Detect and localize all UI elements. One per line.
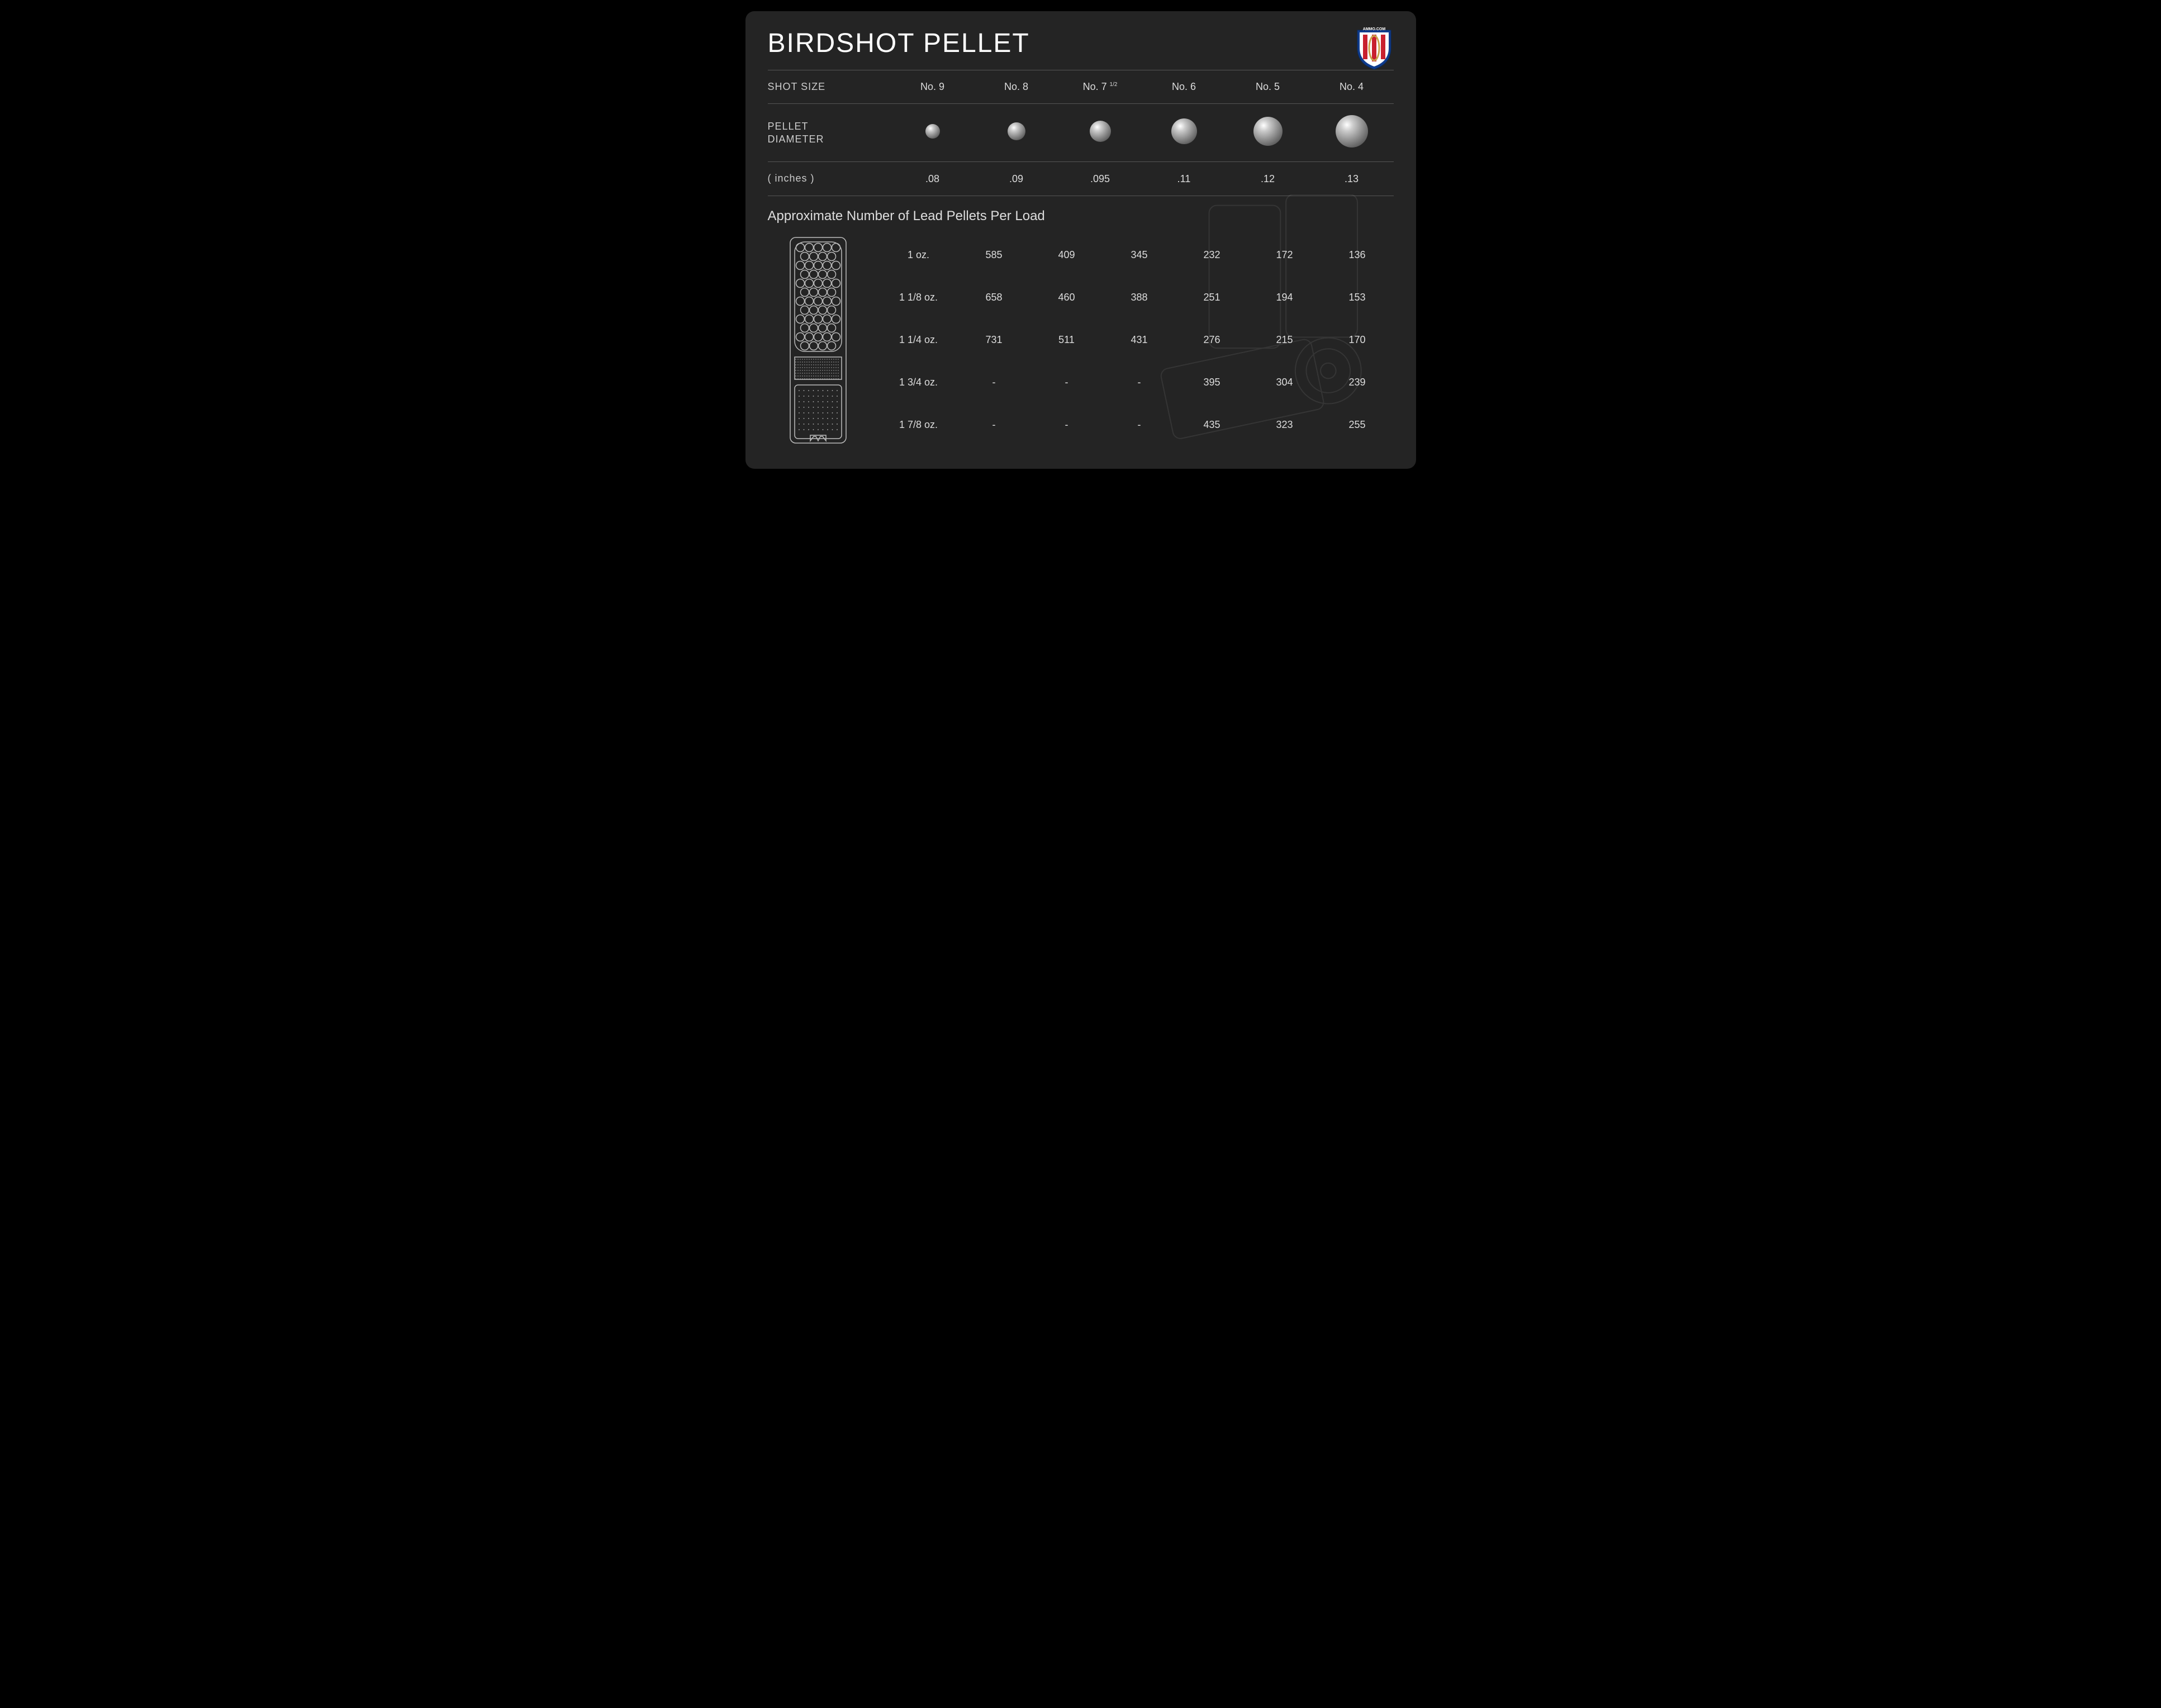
infographic-card: AMMO.COM BIRDSHOT PELLET SHOT SIZE No. 9…	[745, 11, 1416, 469]
load-cells: 658460388251194153	[958, 292, 1394, 303]
pellet-count-cell: 435	[1176, 419, 1248, 431]
shot-size-cells: No. 9No. 8No. 7 1/2No. 6No. 5No. 4	[891, 81, 1394, 93]
diameter-inches-cell: .12	[1226, 173, 1310, 185]
load-label: 1 oz.	[880, 249, 958, 261]
load-label: 1 1/4 oz.	[880, 334, 958, 346]
pellet-count-cell: 255	[1321, 419, 1394, 431]
shell-cutaway-diagram	[768, 234, 880, 446]
pellet-count-cell: 409	[1030, 249, 1103, 261]
pellet-count-cell: -	[958, 377, 1030, 388]
load-label: 1 1/8 oz.	[880, 292, 958, 303]
diameter-inches-cell: .08	[891, 173, 975, 185]
pellet-sphere	[1336, 115, 1368, 148]
pellet-count-cell: 194	[1248, 292, 1321, 303]
pellet-count-cell: -	[1103, 377, 1176, 388]
shot-size-cell: No. 4	[1310, 81, 1394, 93]
pellet-sphere-cells	[891, 115, 1394, 150]
pellet-count-cell: 153	[1321, 292, 1394, 303]
pellet-count-cell: 172	[1248, 249, 1321, 261]
load-section: 1 oz.5854093452321721361 1/8 oz.65846038…	[768, 234, 1394, 446]
diameter-inches-cell: .11	[1142, 173, 1226, 185]
pellet-count-cell: 431	[1103, 334, 1176, 346]
shot-size-row: SHOT SIZE No. 9No. 8No. 7 1/2No. 6No. 5N…	[768, 70, 1394, 103]
pellet-count-cell: 345	[1103, 249, 1176, 261]
load-row: 1 7/8 oz.---435323255	[880, 404, 1394, 446]
shot-size-cell: No. 9	[891, 81, 975, 93]
shot-size-cell: No. 8	[975, 81, 1058, 93]
shot-size-cell: No. 7 1/2	[1058, 81, 1142, 93]
page-title: BIRDSHOT PELLET	[768, 28, 1394, 59]
pellet-count-cell: 215	[1248, 334, 1321, 346]
pellet-count-cell: -	[958, 419, 1030, 431]
shot-size-cell: No. 5	[1226, 81, 1310, 93]
pellet-count-cell: 304	[1248, 377, 1321, 388]
pellet-count-cell: 232	[1176, 249, 1248, 261]
brand-logo: AMMO.COM	[1355, 26, 1394, 70]
pellet-sphere	[1008, 122, 1025, 140]
pellet-sphere-cell	[1142, 118, 1226, 147]
diameter-inches-cell: .09	[975, 173, 1058, 185]
diameter-inches-cell: .13	[1310, 173, 1394, 185]
inches-row: ( inches ) .08.09.095.11.12.13	[768, 161, 1394, 195]
pellet-sphere	[1253, 117, 1283, 146]
shot-size-cell: No. 6	[1142, 81, 1226, 93]
load-rows: 1 oz.5854093452321721361 1/8 oz.65846038…	[880, 234, 1394, 446]
load-row: 1 1/4 oz.731511431276215170	[880, 319, 1394, 361]
diameter-inches-cell: .095	[1058, 173, 1142, 185]
pellet-sphere-cell	[975, 122, 1058, 143]
pellet-count-cell: 395	[1176, 377, 1248, 388]
pellet-count-cell: 511	[1030, 334, 1103, 346]
pellet-count-cell: 136	[1321, 249, 1394, 261]
pellet-count-cell: 388	[1103, 292, 1176, 303]
load-cells: 731511431276215170	[958, 334, 1394, 346]
pellet-count-cell: -	[1103, 419, 1176, 431]
inches-label: ( inches )	[768, 172, 891, 185]
pellet-count-cell: -	[1030, 419, 1103, 431]
pellet-count-cell: 585	[958, 249, 1030, 261]
load-cells: ---395304239	[958, 377, 1394, 388]
pellet-count-cell: 239	[1321, 377, 1394, 388]
pellet-diameter-label: PELLET DIAMETER	[768, 120, 891, 146]
load-cells: ---435323255	[958, 419, 1394, 431]
pellet-count-cell: 276	[1176, 334, 1248, 346]
pellet-count-cell: 460	[1030, 292, 1103, 303]
pellet-sphere-cell	[1310, 115, 1394, 150]
pellet-count-cell: 323	[1248, 419, 1321, 431]
svg-text:AMMO.COM: AMMO.COM	[1362, 27, 1385, 31]
pellet-count-cell: -	[1030, 377, 1103, 388]
pellet-count-cell: 658	[958, 292, 1030, 303]
load-cells: 585409345232172136	[958, 249, 1394, 261]
pellet-count-cell: 251	[1176, 292, 1248, 303]
inches-cells: .08.09.095.11.12.13	[891, 173, 1394, 185]
load-row: 1 oz.585409345232172136	[880, 234, 1394, 277]
pellet-diameter-row: PELLET DIAMETER	[768, 103, 1394, 161]
load-row: 1 3/4 oz.---395304239	[880, 361, 1394, 404]
pellet-count-cell: 731	[958, 334, 1030, 346]
pellet-count-cell: 170	[1321, 334, 1394, 346]
load-section-title: Approximate Number of Lead Pellets Per L…	[768, 208, 1394, 224]
load-label: 1 3/4 oz.	[880, 377, 958, 388]
pellet-sphere-cell	[1058, 121, 1142, 145]
load-row: 1 1/8 oz.658460388251194153	[880, 277, 1394, 319]
pellet-sphere-cell	[891, 124, 975, 141]
pellet-sphere	[1171, 118, 1197, 144]
pellet-sphere	[925, 124, 940, 139]
load-label: 1 7/8 oz.	[880, 419, 958, 431]
pellet-sphere	[1090, 121, 1111, 142]
shot-size-label: SHOT SIZE	[768, 80, 891, 93]
pellet-sphere-cell	[1226, 117, 1310, 149]
